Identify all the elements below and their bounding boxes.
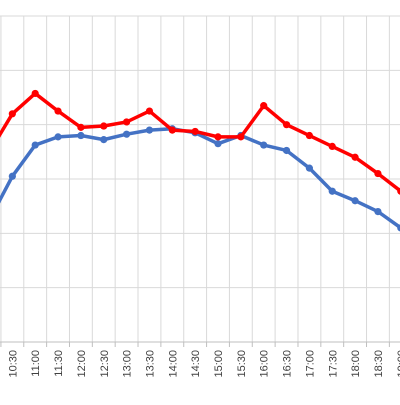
x-tick-label: 15:00 <box>213 350 225 378</box>
series-1-point <box>351 197 359 205</box>
x-tick-label: 11:30 <box>53 350 65 377</box>
x-tick-label: 16:30 <box>282 350 294 378</box>
x-tick-label: 17:00 <box>304 350 316 378</box>
series-1-point <box>397 224 400 232</box>
series-1-point <box>260 141 268 149</box>
series-0-point <box>237 133 245 141</box>
series-1-point <box>374 208 382 216</box>
x-tick-label: 14:00 <box>167 350 179 378</box>
x-tick-label: 10:30 <box>7 350 19 378</box>
series-1-point <box>328 187 336 195</box>
series-1-point <box>123 130 131 138</box>
series-0-point <box>8 110 16 118</box>
x-tick-label: 12:30 <box>99 350 111 378</box>
series-0-point <box>260 102 268 110</box>
series-0-point <box>374 169 382 178</box>
x-tick-label: 12:00 <box>76 350 88 378</box>
x-tick-label: 13:30 <box>144 350 156 378</box>
series-0-point <box>145 107 154 115</box>
x-tick-label: 18:30 <box>373 350 385 378</box>
x-tick-label: 16:00 <box>259 350 271 378</box>
x-tick-label: 17:30 <box>327 350 339 378</box>
series-0-point <box>305 131 313 140</box>
series-1-point <box>31 141 39 149</box>
series-0-point <box>328 142 336 150</box>
series-1-point <box>8 172 16 180</box>
x-tick-label: 11:00 <box>30 350 42 377</box>
x-tick-label: 15:30 <box>236 350 248 378</box>
series-1-point <box>305 164 313 172</box>
series-1-point <box>282 146 291 155</box>
series-0-point <box>168 126 176 134</box>
x-tick-label: 13:00 <box>122 350 134 378</box>
series-0-point <box>77 123 85 131</box>
series-1-point <box>77 131 85 140</box>
series-1-point <box>145 126 154 134</box>
series-0-point <box>282 121 291 129</box>
series-1-point <box>214 140 222 148</box>
series-1-point <box>100 136 108 144</box>
series-0-point <box>351 153 359 161</box>
x-tick-label: 14:30 <box>190 350 202 378</box>
series-0-point <box>214 133 222 141</box>
series-0-point <box>123 118 131 126</box>
x-tick-label: 19:00 <box>396 350 400 378</box>
series-0-point <box>100 122 108 130</box>
series-0-point <box>191 127 199 136</box>
series-0-point <box>54 107 62 115</box>
series-0-point <box>31 89 39 98</box>
series-0-point <box>397 187 400 195</box>
x-tick-label: 18:00 <box>350 350 362 378</box>
series-1-point <box>54 133 62 141</box>
